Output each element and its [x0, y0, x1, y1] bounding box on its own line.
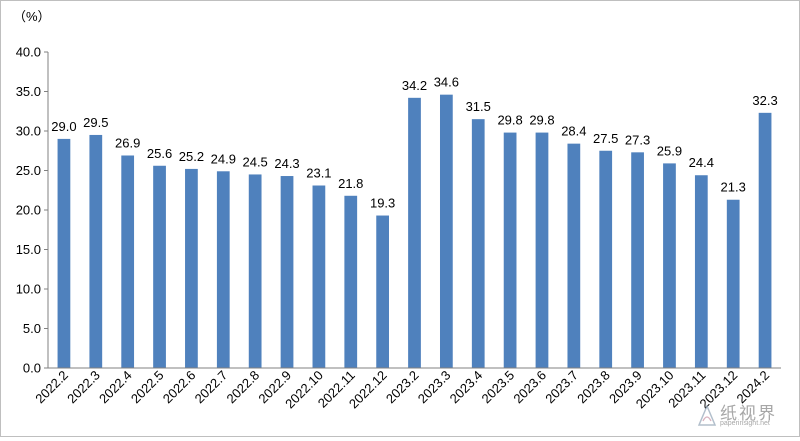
data-label: 28.4	[561, 124, 586, 139]
y-tick-label: 40.0	[16, 45, 41, 60]
data-label: 29.8	[497, 113, 522, 128]
bar	[121, 155, 135, 368]
bar	[280, 176, 294, 368]
data-label: 32.3	[752, 93, 777, 108]
bar	[663, 163, 676, 368]
data-label: 34.2	[402, 78, 427, 93]
watermark-text: 纸视界	[720, 404, 777, 424]
y-tick-label: 25.0	[16, 163, 41, 178]
data-label: 24.4	[689, 155, 714, 170]
data-label: 26.9	[115, 135, 140, 150]
y-tick-label: 35.0	[16, 84, 41, 99]
bar	[694, 175, 708, 368]
x-tick-label: 2023.6	[510, 368, 549, 407]
y-tick-label: 20.0	[16, 203, 41, 218]
data-label: 21.8	[338, 176, 363, 191]
x-tick-label: 2022.7	[192, 368, 231, 407]
data-label: 29.5	[83, 115, 108, 130]
bar	[89, 134, 103, 368]
y-tick-label: 30.0	[16, 124, 41, 139]
bar	[185, 168, 198, 368]
data-label: 25.9	[657, 143, 682, 158]
data-label: 31.5	[466, 99, 491, 114]
data-label: 24.3	[274, 156, 299, 171]
y-tick-label: 0.0	[23, 361, 41, 376]
data-labels: 29.0 29.5 26.9 25.6 25.2 24.9 24.5 24.3 23.1 21.8…	[51, 75, 777, 211]
watermark: 纸视界 paperinsight.net	[694, 399, 786, 433]
x-tick-label: 2023.4	[447, 368, 486, 407]
x-tick-label: 2023.2	[383, 368, 422, 407]
paperinsight-logo-icon	[697, 404, 717, 426]
bar	[248, 174, 262, 368]
bar	[631, 152, 644, 368]
data-label: 25.2	[179, 149, 204, 164]
data-label: 24.9	[211, 151, 236, 166]
data-label: 24.5	[242, 154, 267, 169]
x-tick-label: 2022.4	[96, 368, 135, 407]
data-label: 27.5	[593, 131, 618, 146]
bar	[153, 165, 166, 368]
data-label: 19.3	[370, 196, 395, 211]
x-tick-label: 2023.3	[415, 368, 454, 407]
data-label: 34.6	[434, 75, 459, 90]
data-label: 29.0	[51, 119, 76, 134]
x-axis: 2022.22022.32022.42022.52022.62022.72022…	[32, 368, 772, 412]
bar	[567, 143, 581, 368]
bar	[344, 195, 358, 368]
x-tick-label: 2022.5	[128, 368, 167, 407]
bar	[758, 112, 772, 368]
bar	[216, 171, 230, 368]
data-label: 21.3	[721, 180, 746, 195]
bar	[599, 150, 613, 368]
data-label: 23.1	[306, 166, 331, 181]
data-label: 29.8	[529, 113, 554, 128]
data-label: 25.6	[147, 146, 172, 161]
bar	[471, 119, 485, 369]
watermark-sub: paperinsight.net	[720, 420, 770, 427]
y-axis-unit-label: （%）	[13, 9, 51, 24]
y-axis: 0.0 5.0 10.0 15.0 20.0 25.0 30.0 35.0 40.0	[16, 45, 48, 376]
y-tick-label: 15.0	[16, 242, 41, 257]
bar-series	[57, 94, 772, 369]
bar	[535, 132, 549, 368]
data-label: 27.3	[625, 132, 650, 147]
bar	[726, 199, 740, 368]
bar	[408, 97, 421, 368]
x-tick-label: 2022.3	[64, 368, 103, 407]
bar	[57, 138, 71, 368]
x-tick-label: 2022.6	[160, 368, 199, 407]
y-tick-label: 10.0	[16, 282, 41, 297]
bar	[312, 185, 326, 368]
x-tick-label: 2023.7	[542, 368, 581, 407]
bar	[503, 132, 517, 368]
x-tick-label: 2022.8	[224, 368, 263, 407]
x-tick-label: 2023.5	[479, 368, 518, 407]
y-tick-label: 5.0	[23, 321, 41, 336]
x-tick-label: 2023.8	[574, 368, 613, 407]
bar	[376, 215, 390, 368]
bar	[439, 94, 453, 368]
